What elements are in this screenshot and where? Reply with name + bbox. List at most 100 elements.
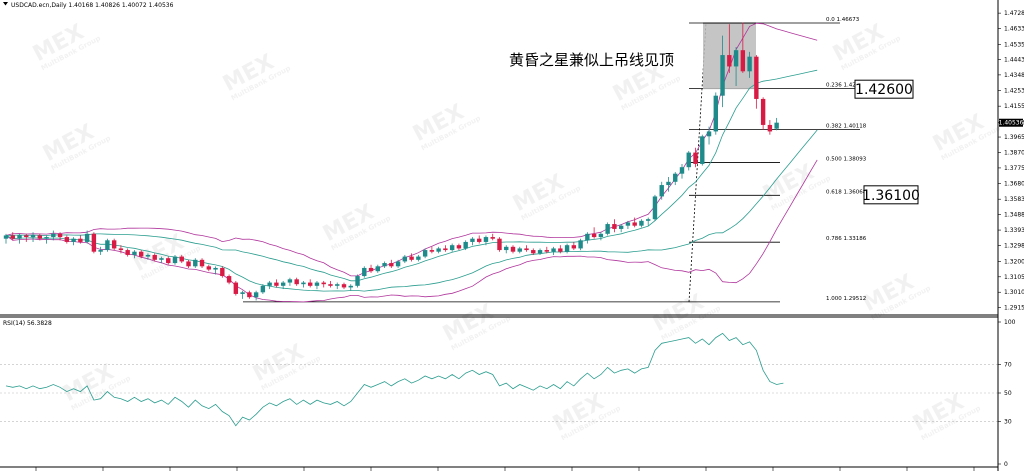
candle[interactable] <box>321 280 326 288</box>
candle[interactable] <box>720 35 725 108</box>
candle[interactable] <box>172 254 178 265</box>
candle[interactable] <box>213 266 218 275</box>
candle[interactable] <box>159 256 164 264</box>
candle[interactable] <box>544 246 549 254</box>
candle[interactable] <box>727 24 732 73</box>
candle[interactable] <box>436 246 441 254</box>
candle[interactable] <box>490 233 495 241</box>
candle[interactable] <box>179 254 184 264</box>
candle[interactable] <box>537 248 543 255</box>
candle[interactable] <box>754 55 759 109</box>
candle[interactable] <box>389 259 394 268</box>
candle[interactable] <box>17 233 22 244</box>
candle[interactable] <box>301 280 306 288</box>
candle[interactable] <box>253 290 259 301</box>
candle[interactable] <box>713 92 718 135</box>
candle[interactable] <box>551 246 556 255</box>
candle[interactable] <box>632 217 637 228</box>
candle[interactable] <box>280 280 286 290</box>
candle[interactable] <box>30 232 36 242</box>
candle[interactable] <box>328 280 333 288</box>
candle[interactable] <box>760 97 766 130</box>
candle[interactable] <box>571 241 577 251</box>
candle[interactable] <box>558 245 563 254</box>
candle[interactable] <box>125 248 130 257</box>
candle[interactable] <box>24 233 29 242</box>
candle[interactable] <box>105 238 110 252</box>
candle[interactable] <box>308 279 313 288</box>
candle[interactable] <box>747 51 752 78</box>
candle[interactable] <box>57 232 63 241</box>
candle[interactable] <box>247 290 252 299</box>
candle[interactable] <box>510 245 516 254</box>
candle[interactable] <box>186 259 191 268</box>
candle[interactable] <box>341 282 347 290</box>
candle[interactable] <box>578 238 583 251</box>
candle[interactable] <box>3 233 9 244</box>
candle[interactable] <box>422 248 428 259</box>
candle[interactable] <box>767 120 773 135</box>
candle[interactable] <box>166 256 171 265</box>
candle[interactable] <box>673 172 678 186</box>
candle[interactable] <box>274 279 279 288</box>
candle[interactable] <box>639 219 644 228</box>
candle[interactable] <box>220 266 225 278</box>
candle[interactable] <box>449 243 455 252</box>
candle[interactable] <box>666 176 671 192</box>
candle[interactable] <box>679 163 685 179</box>
candle[interactable] <box>287 277 293 286</box>
candle[interactable] <box>355 274 360 288</box>
candle[interactable] <box>111 238 117 251</box>
candle[interactable] <box>706 126 712 145</box>
candle[interactable] <box>652 194 658 221</box>
candle[interactable] <box>443 245 448 252</box>
candle[interactable] <box>605 222 610 236</box>
candle[interactable] <box>382 261 387 268</box>
candle[interactable] <box>463 240 468 251</box>
candle[interactable] <box>226 274 232 285</box>
candle[interactable] <box>591 227 597 239</box>
candle[interactable] <box>470 237 475 246</box>
candle[interactable] <box>78 235 83 244</box>
candle[interactable] <box>504 245 509 254</box>
candle[interactable] <box>416 254 421 262</box>
candle[interactable] <box>585 232 590 244</box>
candle[interactable] <box>524 245 529 252</box>
candle[interactable] <box>145 253 151 260</box>
candle[interactable] <box>659 181 664 200</box>
candle[interactable] <box>774 117 779 131</box>
candle[interactable] <box>64 235 70 244</box>
candle[interactable] <box>10 232 15 241</box>
candle[interactable] <box>132 250 137 259</box>
candle[interactable] <box>267 280 272 290</box>
candle[interactable] <box>362 266 367 278</box>
candle[interactable] <box>618 224 624 233</box>
candle[interactable] <box>37 233 42 241</box>
candle[interactable] <box>477 235 482 244</box>
candle[interactable] <box>646 217 651 226</box>
candle[interactable] <box>395 259 401 268</box>
candle[interactable] <box>199 258 205 268</box>
candle[interactable] <box>206 264 211 272</box>
candle[interactable] <box>152 253 157 262</box>
candle[interactable] <box>348 284 353 291</box>
candle[interactable] <box>517 246 522 254</box>
candle[interactable] <box>700 134 705 166</box>
candle[interactable] <box>118 245 124 254</box>
candle[interactable] <box>368 264 374 273</box>
candle[interactable] <box>733 46 739 86</box>
candle[interactable] <box>409 253 414 262</box>
candle[interactable] <box>84 230 90 244</box>
candle[interactable] <box>483 235 489 246</box>
candle[interactable] <box>240 290 245 299</box>
candle[interactable] <box>233 280 239 296</box>
candle[interactable] <box>402 254 408 264</box>
candle[interactable] <box>335 282 340 290</box>
candle[interactable] <box>44 235 49 244</box>
candle[interactable] <box>564 243 570 254</box>
candle[interactable] <box>91 232 97 254</box>
candle[interactable] <box>429 246 435 254</box>
dropdown-arrow-icon[interactable] <box>3 2 8 6</box>
candle[interactable] <box>71 237 76 246</box>
candle[interactable] <box>598 232 604 241</box>
